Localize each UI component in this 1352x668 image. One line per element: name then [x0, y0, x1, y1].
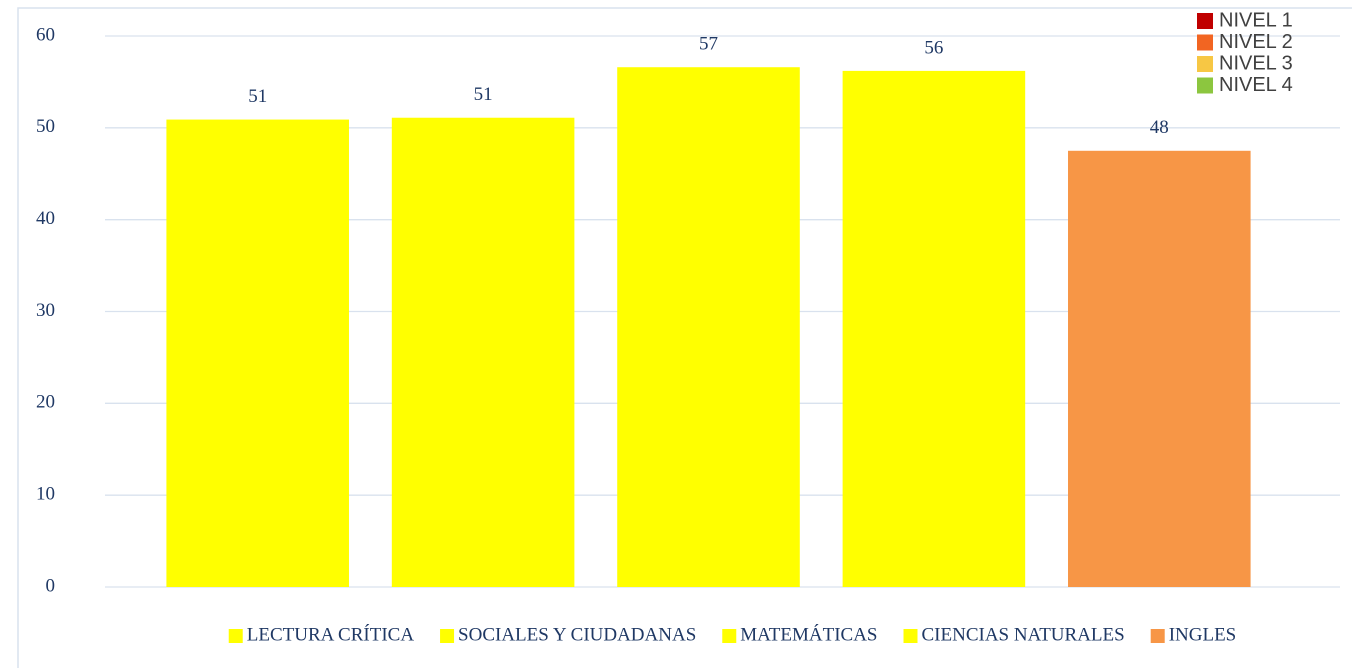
level-swatch	[1197, 13, 1213, 29]
level-swatch	[1197, 56, 1213, 72]
data-label: 56	[924, 37, 943, 58]
bar	[1068, 150, 1251, 587]
legend-swatch	[228, 629, 243, 643]
legend-label: LECTURA CRÍTICA	[247, 623, 415, 645]
bar	[842, 70, 1026, 587]
data-label: 48	[1150, 117, 1169, 138]
y-tick-label: 60	[36, 24, 55, 45]
legend-swatch	[440, 629, 455, 643]
data-label: 51	[474, 84, 493, 105]
legend-swatch	[1150, 629, 1165, 643]
legend-swatch	[722, 629, 737, 643]
level-label: NIVEL 4	[1219, 74, 1293, 96]
y-tick-label: 10	[36, 484, 55, 505]
y-tick-label: 20	[36, 392, 55, 413]
level-swatch	[1197, 34, 1213, 51]
y-tick-label: 50	[36, 116, 55, 137]
y-tick-label: 40	[36, 208, 55, 229]
bar	[617, 67, 800, 588]
y-tick-label: 30	[36, 300, 55, 321]
level-swatch	[1197, 77, 1213, 94]
y-tick-label: 0	[46, 575, 56, 596]
data-label: 51	[248, 86, 267, 107]
level-label: NIVEL 2	[1219, 31, 1293, 53]
level-label: NIVEL 1	[1219, 9, 1293, 31]
legend-label: CIENCIAS NATURALES	[922, 624, 1125, 645]
legend-label: SOCIALES Y CIUDADANAS	[458, 624, 696, 645]
legend-label: MATEMÁTICAS	[740, 623, 877, 645]
bar	[166, 119, 349, 588]
legend-swatch	[903, 629, 918, 643]
chart-frame	[17, 7, 1352, 668]
bar	[391, 117, 575, 588]
data-label: 57	[699, 34, 718, 55]
legend-label: INGLES	[1169, 624, 1237, 645]
level-label: NIVEL 3	[1219, 52, 1293, 74]
